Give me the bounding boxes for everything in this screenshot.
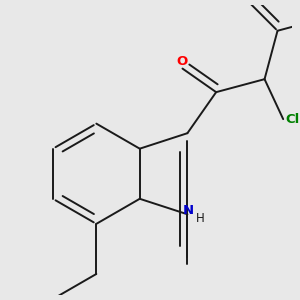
Text: O: O bbox=[177, 56, 188, 68]
Text: H: H bbox=[196, 212, 205, 225]
Text: Cl: Cl bbox=[285, 112, 299, 126]
Text: N: N bbox=[183, 204, 194, 217]
